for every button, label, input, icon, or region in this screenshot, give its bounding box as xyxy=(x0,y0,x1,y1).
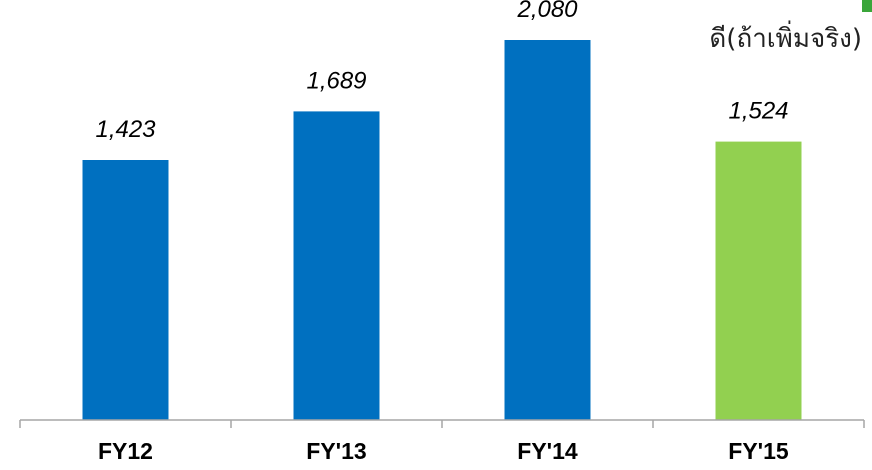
bar-1 xyxy=(82,160,169,420)
bar-3 xyxy=(504,40,591,420)
corner-accent-mark xyxy=(862,0,872,12)
bar-2 xyxy=(293,111,380,421)
bar-4 xyxy=(715,141,802,420)
data-label-1: 1,423 xyxy=(95,116,156,143)
data-label-4: 1,524 xyxy=(728,98,788,125)
x-tick-label-1: FY12 xyxy=(98,438,153,464)
x-tick-label-3: FY'14 xyxy=(517,438,578,464)
data-label-3: 2,080 xyxy=(516,0,578,23)
x-tick-label-4: FY'15 xyxy=(728,438,789,464)
chart-annotation: ดี(ถ้าเพิ่มจริง) xyxy=(709,24,862,54)
data-label-2: 1,689 xyxy=(306,67,366,94)
x-tick-label-2: FY'13 xyxy=(306,438,366,464)
